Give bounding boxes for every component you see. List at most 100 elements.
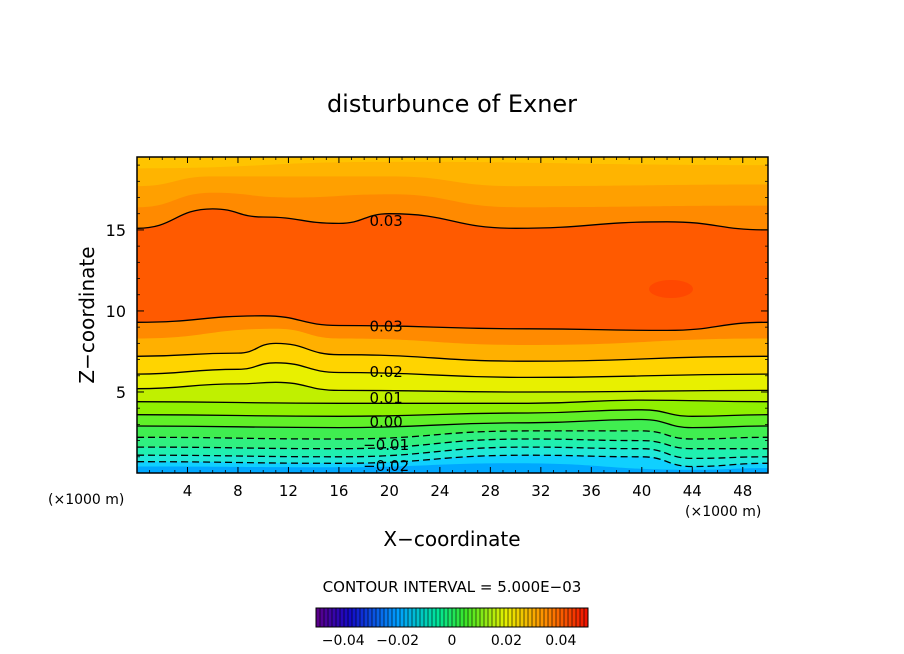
- contour-interval-text: CONTOUR INTERVAL = 5.000E−03: [323, 578, 582, 596]
- colorbar-swatch: [544, 608, 548, 627]
- colorbar-swatch: [552, 608, 556, 627]
- colorbar-swatch: [560, 608, 564, 627]
- colorbar-swatch: [476, 608, 480, 627]
- contour-label: 0.01: [369, 389, 402, 407]
- colorbar-swatch: [420, 608, 424, 627]
- colorbar-swatch: [468, 608, 472, 627]
- colorbar-swatch: [356, 608, 360, 627]
- colorbar-swatch: [320, 608, 324, 627]
- contour-line: [137, 362, 768, 379]
- chart-title: disturbunce of Exner: [327, 90, 577, 118]
- x-tick-label: 32: [531, 482, 550, 500]
- colorbar-swatch: [548, 608, 552, 627]
- contour-line: [137, 430, 768, 440]
- colorbar-swatch: [436, 608, 440, 627]
- colorbar-swatch: [316, 608, 320, 627]
- colorbar-swatch: [524, 608, 528, 627]
- colorbar-swatch: [540, 608, 544, 627]
- colorbar-swatch: [488, 608, 492, 627]
- colorbar-swatch: [512, 608, 516, 627]
- contour-line: [137, 342, 768, 362]
- contour-label: 0.03: [369, 212, 402, 230]
- contour-labels: 0.03 0.03 0.02 0.01 0.00 −0.01 −0.02: [363, 212, 409, 475]
- colorbar-swatch: [416, 608, 420, 627]
- colorbar-swatch: [368, 608, 372, 627]
- colorbar-swatch: [452, 608, 456, 627]
- colorbar-swatch: [580, 608, 584, 627]
- colorbar-frame: [315, 607, 589, 628]
- contour-label: 0.03: [369, 318, 402, 336]
- contour-line: [137, 438, 768, 450]
- colorbar-swatch: [460, 608, 464, 627]
- colorbar-swatch: [496, 608, 500, 627]
- x-axis-label: X−coordinate: [383, 527, 520, 551]
- colorbar-swatch: [444, 608, 448, 627]
- x-tick-label: 44: [683, 482, 702, 500]
- contour-line: [137, 418, 768, 429]
- colorbar-tick-label: −0.02: [376, 633, 419, 649]
- colorbar-tick-label: 0.04: [545, 633, 576, 649]
- colorbar-swatch: [376, 608, 380, 627]
- colorbar-swatch: [464, 608, 468, 627]
- colorbar-swatch: [584, 608, 588, 627]
- colorbar-swatch: [504, 608, 508, 627]
- x-tick-label: 4: [183, 482, 193, 500]
- colorbar-swatch: [472, 608, 476, 627]
- contour-line: [137, 208, 768, 231]
- colorbar-swatch: [364, 608, 368, 627]
- colorbar-swatch: [340, 608, 344, 627]
- colorbar-swatch: [372, 608, 376, 627]
- colorbar-swatch: [432, 608, 436, 627]
- colorbar-swatch: [344, 608, 348, 627]
- colorbar-tick-label: −0.04: [322, 633, 365, 649]
- colorbar-stripes: [315, 608, 588, 627]
- contour-label: 0.02: [369, 363, 402, 381]
- colorbar-swatch: [556, 608, 560, 627]
- colorbar-swatch: [564, 608, 568, 627]
- colorbar-swatch: [516, 608, 520, 627]
- y-tick-label: 15: [106, 221, 126, 240]
- x-tick-label: 12: [279, 482, 298, 500]
- colorbar-swatch: [484, 608, 488, 627]
- contour-line: [137, 409, 768, 417]
- max-blob: [649, 280, 693, 298]
- colorbar-swatch: [412, 608, 416, 627]
- colorbar-swatch: [528, 608, 532, 627]
- y-tick-label: 5: [116, 383, 126, 402]
- colorbar: −0.04 −0.02 0 0.02 0.04: [315, 607, 589, 649]
- colorbar-tick-label: 0.02: [491, 633, 522, 649]
- colorbar-swatch: [500, 608, 504, 627]
- x-tick-label: 20: [380, 482, 399, 500]
- x-tick-label: 24: [430, 482, 449, 500]
- x-tick-label: 40: [632, 482, 651, 500]
- colorbar-tick-label: 0: [448, 633, 457, 649]
- y-axis-label: Z−coordinate: [75, 246, 99, 383]
- contour-line: [137, 399, 768, 404]
- colorbar-swatch: [404, 608, 408, 627]
- x-unit-left: (×1000 m): [48, 492, 124, 508]
- colorbar-swatch: [324, 608, 328, 627]
- contour-line: [137, 446, 768, 460]
- colorbar-swatch: [568, 608, 572, 627]
- y-tick-label: 10: [106, 302, 126, 321]
- colorbar-swatch: [456, 608, 460, 627]
- x-tick-label: 48: [733, 482, 752, 500]
- colorbar-swatch: [440, 608, 444, 627]
- contour-label: −0.01: [363, 436, 409, 454]
- colorbar-swatch: [532, 608, 536, 627]
- contour-label: −0.02: [363, 457, 409, 475]
- colorbar-swatch: [352, 608, 356, 627]
- colorbar-swatch: [428, 608, 432, 627]
- contour-band: [137, 157, 768, 169]
- contour-band: [137, 463, 768, 473]
- colorbar-swatch: [400, 608, 404, 627]
- colorbar-swatch: [332, 608, 336, 627]
- colorbar-swatch: [348, 608, 352, 627]
- colorbar-swatch: [480, 608, 484, 627]
- colorbar-swatch: [576, 608, 580, 627]
- plot-area: 0.030.030.020.010.00−0.01−0.02 4 8 12 16 20 2…: [106, 156, 769, 500]
- colorbar-swatch: [508, 608, 512, 627]
- colorbar-swatch: [520, 608, 524, 627]
- colorbar-swatch: [536, 608, 540, 627]
- colorbar-swatch: [572, 608, 576, 627]
